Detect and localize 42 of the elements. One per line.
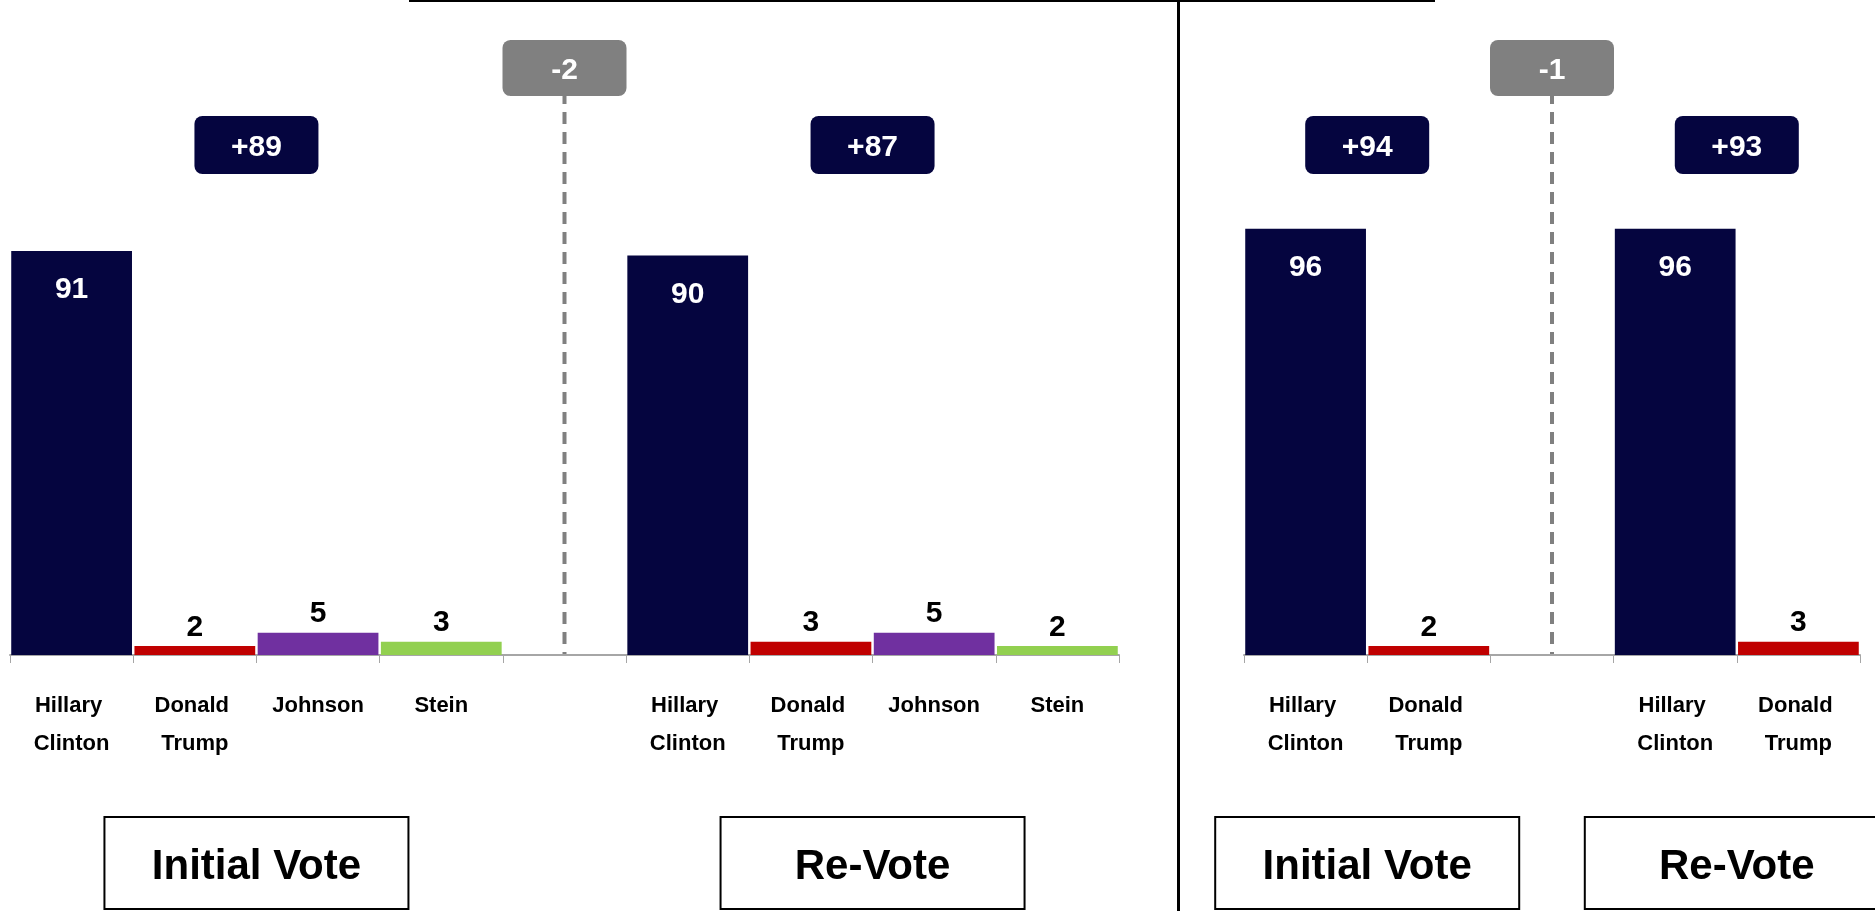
x-tick-label: Hillary Clinton bbox=[649, 691, 726, 755]
x-tick-label: Stein bbox=[414, 691, 469, 717]
data-label: 3 bbox=[432, 604, 450, 638]
text: Initial Vote bbox=[1262, 840, 1472, 888]
bar bbox=[380, 641, 502, 655]
data-label: 5 bbox=[309, 595, 327, 629]
text: -1 bbox=[1538, 51, 1566, 85]
bar bbox=[11, 250, 132, 655]
data-label: 5 bbox=[925, 595, 943, 629]
x-tick-label: Stein bbox=[1030, 691, 1085, 717]
x-tick-label: Johnson bbox=[888, 691, 980, 717]
bar bbox=[750, 641, 872, 655]
x-tick-label: Hillary Clinton bbox=[33, 691, 110, 755]
x-tick-label: Donald Trump bbox=[154, 691, 236, 755]
x-tick-label: Donald Trump bbox=[1758, 691, 1839, 755]
text: Re-Vote bbox=[794, 840, 951, 888]
bar bbox=[134, 646, 256, 655]
data-label: 96 bbox=[1658, 249, 1692, 283]
data-label: 2 bbox=[1420, 608, 1438, 642]
text: Re-Vote bbox=[1659, 840, 1815, 888]
bar bbox=[257, 632, 379, 655]
data-label: 3 bbox=[1790, 604, 1807, 638]
bar bbox=[873, 632, 995, 655]
data-label: 96 bbox=[1288, 249, 1323, 283]
data-label: 2 bbox=[186, 608, 204, 642]
data-label: 90 bbox=[671, 275, 705, 309]
data-label: 91 bbox=[54, 271, 89, 305]
x-tick-label: Donald Trump bbox=[770, 691, 852, 755]
text: +87 bbox=[847, 128, 898, 162]
x-tick-label: Hillary Clinton bbox=[1267, 691, 1344, 755]
text: -2 bbox=[551, 51, 578, 85]
x-tick-label: Johnson bbox=[272, 691, 364, 717]
text: Initial Vote bbox=[151, 840, 362, 888]
bar bbox=[997, 646, 1118, 655]
text: +94 bbox=[1341, 128, 1393, 162]
text: +89 bbox=[231, 128, 282, 162]
data-label: 3 bbox=[802, 604, 820, 638]
text: +93 bbox=[1711, 128, 1763, 162]
bar bbox=[627, 255, 749, 655]
data-label: 2 bbox=[1049, 608, 1066, 642]
x-tick-label: Donald Trump bbox=[1388, 691, 1470, 755]
x-tick-label: Hillary Clinton bbox=[1637, 691, 1714, 755]
